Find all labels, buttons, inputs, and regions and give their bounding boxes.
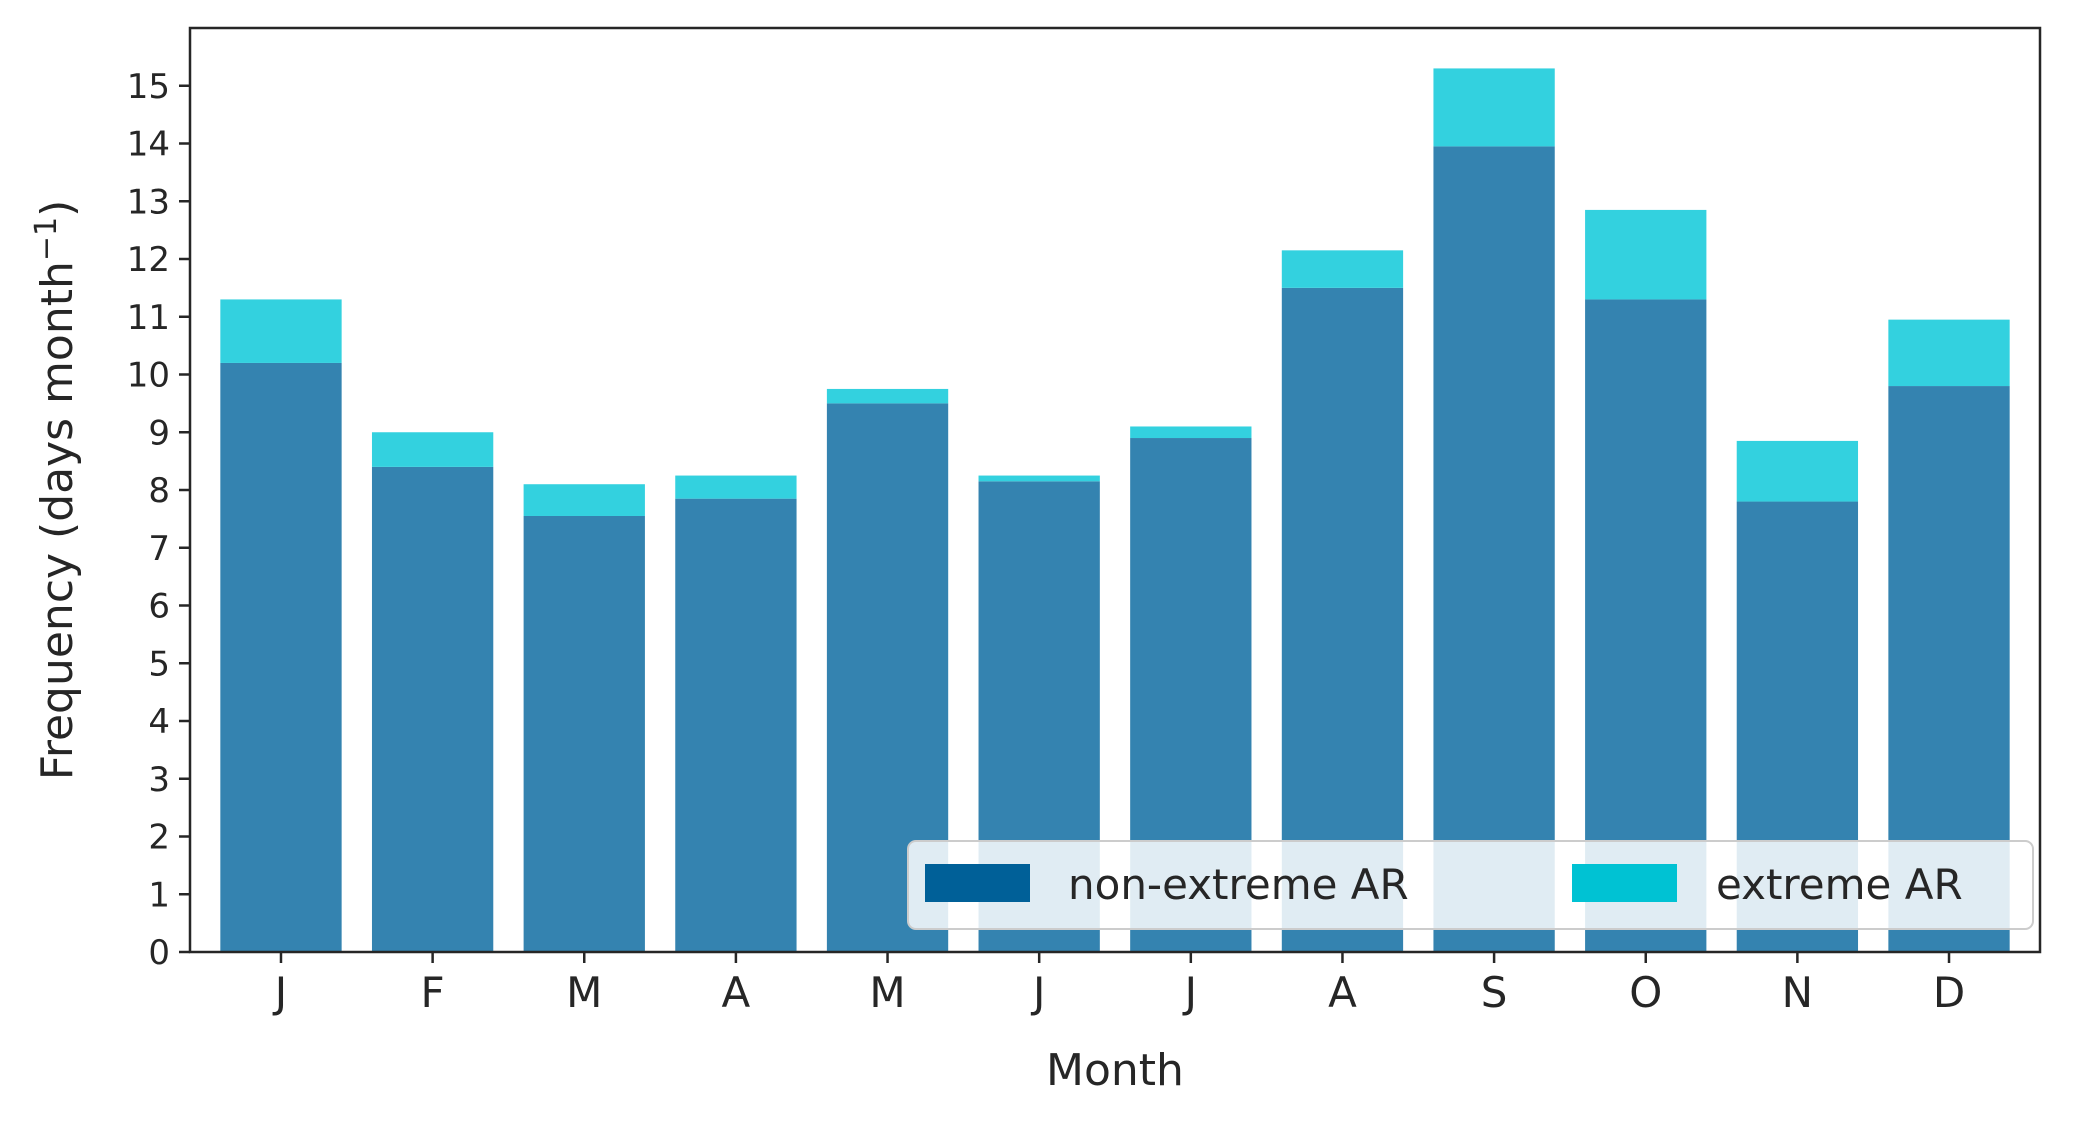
y-tick-label-14: 14: [127, 125, 170, 165]
x-tick-label-3: A: [722, 968, 751, 1017]
y-axis-label-main: Frequency (days month: [32, 261, 83, 780]
bar-extreme-10: [1736, 440, 1859, 502]
bar-extreme-7: [1281, 250, 1404, 288]
y-tick-label-3: 3: [148, 760, 170, 800]
x-tick-label-5: J: [1030, 968, 1045, 1017]
y-tick-label-4: 4: [148, 702, 170, 742]
bar-non-extreme-8: [1433, 146, 1555, 952]
legend: non-extreme AR extreme AR: [907, 840, 2034, 930]
bar-extreme-5: [978, 475, 1100, 482]
bar-non-extreme-2: [523, 515, 645, 952]
x-tick-label-8: S: [1481, 968, 1508, 1017]
y-axis-label: Frequency (days month−1): [29, 200, 83, 781]
bars-group: [220, 68, 2010, 952]
legend-swatch-non-extreme: [925, 864, 1030, 902]
legend-box: [907, 840, 2034, 930]
bar-extreme-11: [1888, 319, 2010, 387]
y-tick-label-9: 9: [148, 413, 170, 453]
x-tick-label-1: F: [421, 968, 445, 1017]
bar-extreme-8: [1433, 68, 1555, 147]
y-tick-label-8: 8: [148, 471, 170, 511]
y-tick-label-2: 2: [148, 818, 170, 858]
bar-extreme-2: [523, 484, 645, 516]
x-tick-label-11: D: [1933, 968, 1965, 1017]
y-tick-label-6: 6: [148, 587, 170, 627]
y-tick-label-11: 11: [127, 298, 170, 338]
x-tick-label-4: M: [869, 968, 905, 1017]
y-tick-label-5: 5: [148, 644, 170, 684]
y-tick-label-1: 1: [148, 875, 170, 915]
x-tick-label-7: A: [1328, 968, 1357, 1017]
x-tick-label-0: J: [272, 968, 287, 1017]
x-tick-label-6: J: [1182, 968, 1197, 1017]
y-tick-label-7: 7: [148, 529, 170, 569]
y-tick-label-0: 0: [148, 933, 170, 973]
bar-extreme-3: [675, 475, 797, 499]
x-tick-label-2: M: [566, 968, 602, 1017]
y-tick-label-10: 10: [127, 356, 170, 396]
y-tick-label-15: 15: [127, 67, 170, 107]
x-tick-label-9: O: [1629, 968, 1662, 1017]
bar-extreme-1: [371, 432, 494, 467]
y-axis-label-close: ): [32, 200, 83, 217]
bar-extreme-9: [1585, 209, 1707, 300]
x-axis-label: Month: [1046, 1045, 1184, 1096]
legend-label-extreme: extreme AR: [1716, 860, 1963, 909]
bar-extreme-4: [826, 388, 949, 404]
bar-non-extreme-0: [220, 362, 342, 952]
y-tick-label-13: 13: [127, 182, 170, 222]
bar-non-extreme-1: [371, 466, 494, 952]
bar-extreme-6: [1130, 426, 1252, 439]
legend-label-non-extreme: non-extreme AR: [1068, 860, 1409, 909]
bar-extreme-0: [220, 299, 342, 363]
y-tick-label-12: 12: [127, 240, 170, 280]
x-tick-label-10: N: [1782, 968, 1813, 1017]
bar-non-extreme-3: [675, 498, 797, 952]
y-axis-label-superscript: −1: [29, 217, 64, 261]
legend-swatch-extreme: [1572, 864, 1677, 902]
